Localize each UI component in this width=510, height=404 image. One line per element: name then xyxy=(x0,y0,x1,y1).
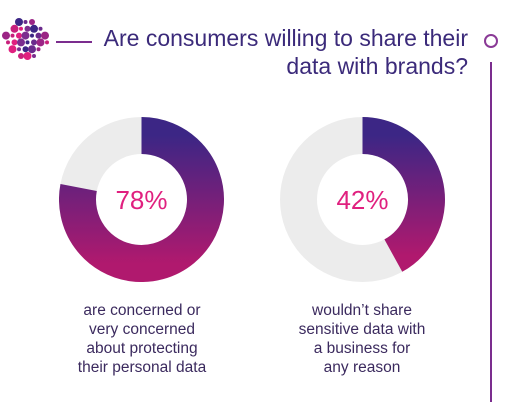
logo-dot xyxy=(28,45,36,54)
donut-1-caption: are concerned or very concerned about pr… xyxy=(42,301,242,377)
logo-dot xyxy=(10,24,19,33)
caption-line: their personal data xyxy=(77,359,207,376)
logo-dot xyxy=(36,47,41,52)
vertical-divider xyxy=(490,62,492,402)
logo-dot xyxy=(31,39,37,46)
caption-line: sensitive data with xyxy=(298,321,426,338)
logo-dot xyxy=(22,46,29,53)
donut-chart-2: 42% xyxy=(280,117,445,282)
logo-dot xyxy=(23,52,32,60)
donut-1-value-slice xyxy=(59,117,224,282)
logo-dot xyxy=(21,31,30,40)
logo-dot xyxy=(2,31,10,40)
logo-dot xyxy=(38,26,43,31)
logo-dot xyxy=(23,20,28,24)
logo-dot xyxy=(45,40,49,45)
caption-line: any reason xyxy=(323,359,401,376)
logo-dot xyxy=(25,40,30,45)
dot-cluster-logo-icon xyxy=(2,18,49,60)
logo-dot xyxy=(30,24,38,33)
title-line-1: Are consumers willing to share their xyxy=(103,25,468,51)
logo-dot xyxy=(17,38,25,47)
logo-dot xyxy=(36,38,45,47)
caption-line: wouldn’t share xyxy=(312,302,412,319)
logo-dot xyxy=(30,33,34,38)
logo-dot xyxy=(41,31,49,40)
logo-dot xyxy=(18,53,24,59)
title-line-2: data with brands? xyxy=(286,53,468,79)
title-divider xyxy=(56,41,92,43)
caption-line: about protecting xyxy=(86,340,198,357)
logo-dot xyxy=(32,54,36,58)
logo-dot xyxy=(6,40,10,45)
donut-1-percent-label: 78% xyxy=(115,185,167,215)
donut-2-caption: wouldn’t share sensitive data with a bus… xyxy=(262,301,462,377)
donut-2-value-slice xyxy=(361,117,445,272)
logo-dot xyxy=(15,18,23,26)
logo-dot xyxy=(8,45,17,54)
donut-2-percent-label: 42% xyxy=(336,185,388,215)
logo-dot xyxy=(11,39,18,46)
logo-dot xyxy=(17,47,21,52)
donut-chart-1: 78% xyxy=(59,117,224,282)
logo-dot xyxy=(35,32,42,39)
caption-line: a business for xyxy=(313,340,411,357)
page-title: Are consumers willing to share their dat… xyxy=(68,24,468,80)
circle-marker-icon xyxy=(484,34,498,48)
logo-dot xyxy=(24,25,31,32)
logo-dot xyxy=(16,32,22,39)
logo-dot xyxy=(19,26,23,31)
caption-line: very concerned xyxy=(89,321,195,338)
caption-line: are concerned or xyxy=(83,302,201,319)
logo-dot xyxy=(10,33,15,38)
logo-dot xyxy=(29,19,35,25)
